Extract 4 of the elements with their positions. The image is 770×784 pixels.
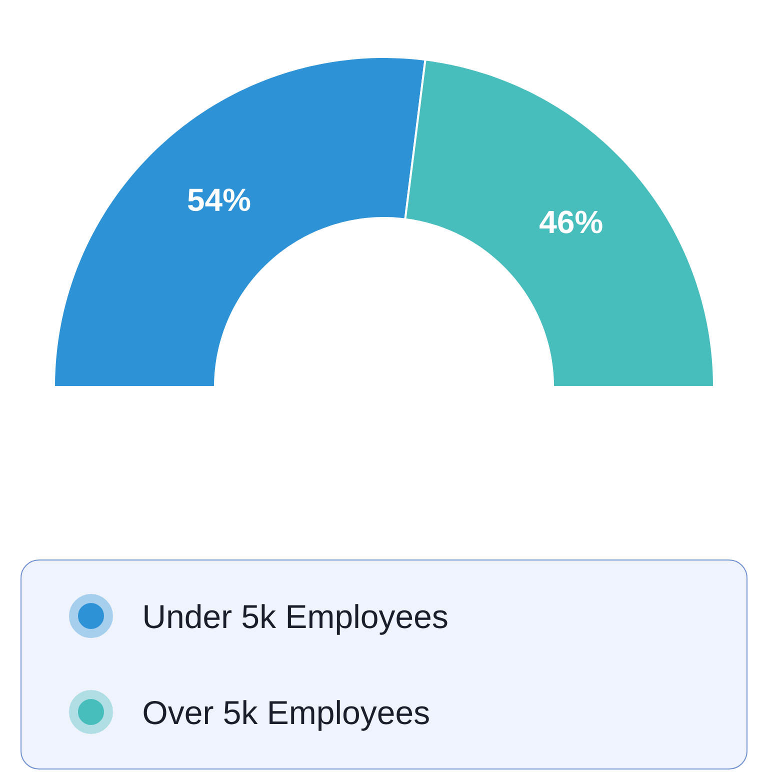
legend-label: Over 5k Employees: [144, 700, 429, 731]
legend-label: Under 5k Employees: [144, 604, 448, 635]
data-label: 54%: [188, 188, 250, 212]
data-label: 46%: [540, 210, 602, 234]
